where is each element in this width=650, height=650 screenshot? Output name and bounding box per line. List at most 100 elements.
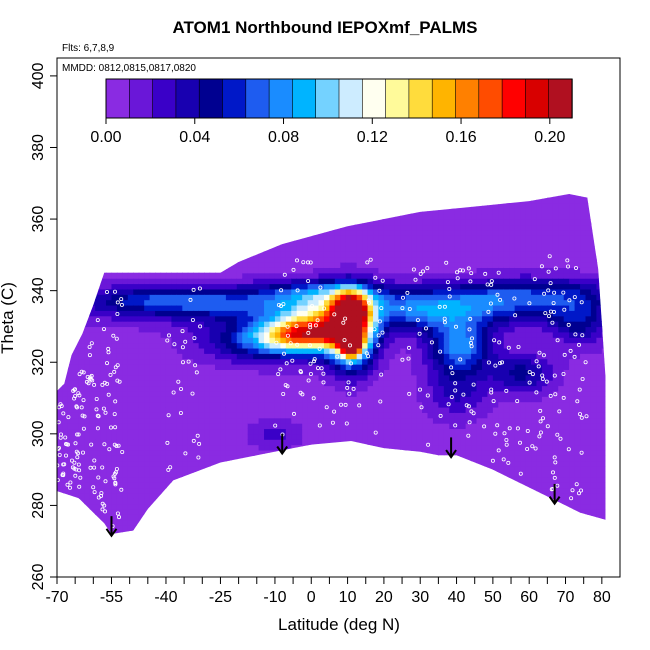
heatmap-cell xyxy=(73,315,80,322)
heatmap-cell xyxy=(405,374,412,381)
heatmap-cell xyxy=(193,202,200,209)
heatmap-cell xyxy=(269,498,276,505)
heatmap-cell xyxy=(258,514,265,521)
heatmap-cell xyxy=(383,385,390,392)
heatmap-cell xyxy=(171,401,178,408)
heatmap-cell xyxy=(274,396,281,403)
heatmap-cell xyxy=(269,525,276,532)
heatmap-cell xyxy=(411,299,418,306)
heatmap-cell xyxy=(269,321,276,328)
heatmap-cell xyxy=(236,476,243,483)
heatmap-cell xyxy=(323,213,331,220)
heatmap-cell xyxy=(258,256,265,263)
heatmap-cell xyxy=(160,508,167,515)
heatmap-cell xyxy=(160,262,167,268)
heatmap-cell xyxy=(438,530,445,535)
heatmap-cell xyxy=(351,202,358,209)
heatmap-cell xyxy=(236,235,243,242)
heatmap-cell xyxy=(242,476,249,483)
heatmap-cell xyxy=(116,519,123,526)
heatmap-cell xyxy=(345,390,352,397)
heatmap-cell xyxy=(362,219,369,226)
heatmap-cell xyxy=(165,364,173,370)
heatmap-cell xyxy=(160,310,167,317)
heatmap-cell xyxy=(138,390,145,397)
heatmap-cell xyxy=(323,406,331,413)
heatmap-cell xyxy=(302,406,309,413)
heatmap-cell xyxy=(389,310,396,317)
heatmap-cell xyxy=(443,194,450,199)
heatmap-cell xyxy=(438,380,445,387)
heatmap-cell xyxy=(443,353,450,360)
heatmap-cell xyxy=(204,213,211,220)
heatmap-cell xyxy=(95,487,102,494)
heatmap-cell xyxy=(122,310,129,317)
heatmap-cell xyxy=(116,374,123,381)
heatmap-cell xyxy=(454,299,461,306)
heatmap-cell xyxy=(291,530,298,535)
heatmap-cell xyxy=(127,321,134,328)
heatmap-cell xyxy=(247,202,254,209)
heatmap-cell xyxy=(460,401,467,408)
heatmap-cell xyxy=(291,202,298,209)
heatmap-cell xyxy=(127,358,134,365)
heatmap-cell xyxy=(149,337,156,344)
heatmap-cell xyxy=(367,194,374,199)
heatmap-cell xyxy=(362,202,369,209)
heatmap-cell xyxy=(351,288,358,295)
chart-title: ATOM1 Northbound IEPOXmf_PALMS xyxy=(172,18,477,37)
heatmap-cell xyxy=(340,417,347,424)
heatmap-cell xyxy=(215,283,222,290)
heatmap-cell xyxy=(351,299,358,306)
heatmap-cell xyxy=(116,347,123,354)
heatmap-cell xyxy=(427,498,434,505)
heatmap-cell xyxy=(454,240,461,247)
heatmap-cell xyxy=(198,385,205,392)
heatmap-cell xyxy=(171,466,178,473)
heatmap-cell xyxy=(236,321,243,328)
heatmap-cell xyxy=(231,428,238,435)
heatmap-cell xyxy=(362,245,369,252)
heatmap-cell xyxy=(215,208,222,215)
heatmap-cell xyxy=(296,396,303,403)
heatmap-cell xyxy=(329,197,336,204)
heatmap-cell xyxy=(329,508,336,515)
heatmap-cell xyxy=(274,439,281,446)
heatmap-cell xyxy=(323,487,331,494)
heatmap-cell xyxy=(57,530,64,535)
heatmap-cell xyxy=(106,369,113,376)
heatmap-cell xyxy=(155,374,162,381)
heatmap-cell xyxy=(313,380,320,387)
heatmap-cell xyxy=(165,197,173,204)
heatmap-cell xyxy=(236,492,243,499)
heatmap-cell xyxy=(198,353,205,360)
heatmap-cell xyxy=(67,460,74,467)
heatmap-cell xyxy=(269,482,276,489)
heatmap-cell xyxy=(438,444,445,451)
heatmap-cell xyxy=(176,519,183,526)
heatmap-cell xyxy=(411,347,418,354)
heatmap-cell xyxy=(236,202,243,209)
heatmap-cell xyxy=(296,235,303,242)
heatmap-cell xyxy=(432,428,439,435)
heatmap-cell xyxy=(329,245,336,252)
heatmap-cell xyxy=(394,304,401,311)
heatmap-cell xyxy=(340,267,347,274)
heatmap-cell xyxy=(383,299,390,306)
heatmap-cell xyxy=(378,235,385,242)
heatmap-cell xyxy=(242,358,249,365)
heatmap-cell xyxy=(247,417,254,424)
heatmap-cell xyxy=(427,380,434,387)
heatmap-cell xyxy=(95,385,102,392)
heatmap-cell xyxy=(438,262,445,268)
heatmap-cell xyxy=(122,288,129,295)
heatmap-cell xyxy=(291,508,298,515)
heatmap-cell xyxy=(351,358,358,365)
heatmap-cell xyxy=(417,536,423,542)
heatmap-cell xyxy=(165,449,173,456)
heatmap-cell xyxy=(302,385,309,392)
heatmap-cell xyxy=(345,267,352,274)
heatmap-cell xyxy=(291,406,298,413)
heatmap-cell xyxy=(367,390,374,397)
heatmap-cell xyxy=(280,519,287,526)
